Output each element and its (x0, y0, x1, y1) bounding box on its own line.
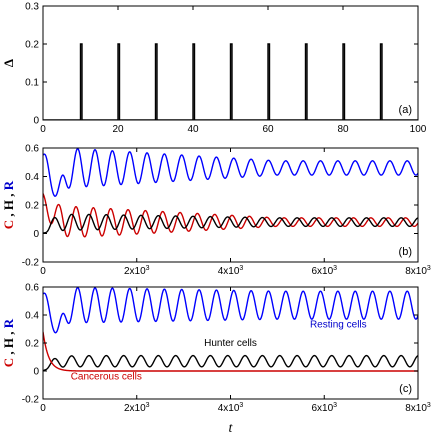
panel-c: 0 2x103 4x103 6x103 8x103-0.200.20.40.6C , H… (1, 283, 431, 436)
annotation-resting-cells: Resting cells (310, 320, 367, 331)
series-group (43, 287, 418, 372)
panel-a: 0 20 40 60 80 100 0 0.1 0.2 0.3 Δ (a) (1, 2, 427, 136)
y-tick-label: 0.4 (25, 311, 39, 322)
y-tick-label: 0.3 (25, 2, 39, 13)
x-tick-label: 100 (410, 124, 427, 135)
y-tick-label: 0.4 (25, 172, 39, 183)
series-line-2 (43, 213, 418, 235)
series-line-hunter-cells (43, 354, 418, 372)
x-tick-label: 8x103 (405, 265, 431, 277)
panel-b: 0 2x103 4x103 6x103 8x103-0.200.20.40.6C , H… (1, 144, 431, 278)
series-group (43, 43, 418, 120)
x-tick-label: 4x103 (218, 402, 244, 414)
y-axis-label: C , H , R (1, 180, 16, 229)
x-tick-label: 8x103 (405, 402, 431, 414)
annotation-cancerous-cells: Cancerous cells (71, 371, 142, 382)
series-group (43, 148, 418, 238)
x-tick-label: 40 (187, 124, 199, 135)
y-tick-label: 0.6 (25, 283, 39, 294)
y-axis-label: Δ (1, 59, 16, 67)
x-tick-label: 0 (40, 266, 46, 277)
x-tick-label: 60 (262, 124, 274, 135)
x-axis-label: t (229, 421, 234, 436)
y-axis-label: C , H , R (1, 318, 16, 367)
x-tick-label: 2x103 (124, 402, 150, 414)
plot-frame (42, 5, 419, 121)
y-tick-label: -0.2 (22, 258, 40, 269)
panel-label: (b) (399, 246, 412, 258)
y-tick-label: 0.2 (25, 40, 39, 51)
x-tick-label: 80 (337, 124, 349, 135)
x-tick-label: 20 (112, 124, 124, 135)
series-line-0 (43, 148, 418, 197)
series-line-resting-cells (43, 287, 418, 334)
x-tick-label: 6x103 (311, 402, 337, 414)
x-tick-label: 2x103 (124, 265, 150, 277)
annotation-hunter-cells: Hunter cells (204, 338, 257, 349)
y-tick-label: 0.2 (25, 201, 39, 212)
y-tick-label: 0 (33, 229, 39, 240)
series-line-1 (43, 193, 418, 238)
y-tick-label: 0.1 (25, 78, 39, 89)
series-line-cancerous-cells (43, 331, 418, 372)
y-tick-label: 0.2 (25, 339, 39, 350)
panel-label: (a) (399, 104, 412, 116)
y-tick-label: -0.2 (22, 395, 40, 406)
y-tick-label: 0 (33, 367, 39, 378)
x-tick-label: 0 (40, 124, 46, 135)
panel-label: (c) (399, 383, 412, 395)
y-tick-label: 0 (33, 116, 39, 127)
x-tick-label: 0 (40, 403, 46, 414)
x-tick-label: 4x103 (218, 265, 244, 277)
y-tick-label: 0.6 (25, 144, 39, 155)
x-tick-label: 6x103 (311, 265, 337, 277)
series-line-0 (43, 43, 418, 120)
